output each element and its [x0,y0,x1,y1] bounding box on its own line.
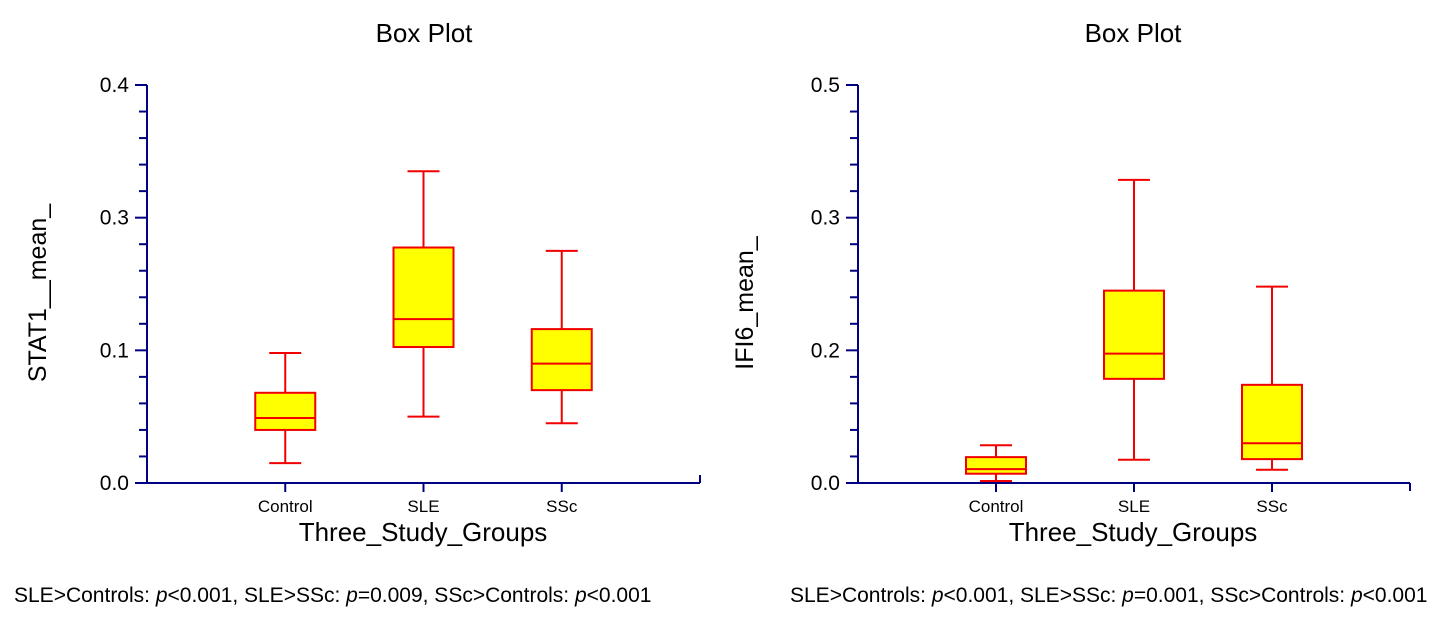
y-tick-label: 0.3 [811,207,840,230]
box-ssc [530,249,593,425]
stat-annotation-right: SLE>Controls: p<0.001, SLE>SSc: p=0.001,… [790,584,1427,608]
annotation-text: =0.009, SSc>Controls: [357,584,575,607]
box-control [254,351,317,465]
boxplot-ifi6: Box Plot IFI6_mean_ 0.0 0.2 0.3 0.5 Control SLE… [731,18,1411,547]
box-sle [392,170,455,418]
chart-title: Box Plot [1085,18,1183,48]
p-value-symbol: p [346,584,358,607]
y-tick-label: 0.5 [811,74,840,97]
y-tick-label: 0.0 [811,472,840,495]
iqr-box [1241,383,1303,461]
p-value-symbol: p [931,584,944,607]
annotation-text: <0.001 [586,584,652,607]
x-category-label: SSc [1256,497,1288,516]
p-value-symbol: p [1350,584,1363,607]
annotation-text: SLE>Controls: [14,584,156,607]
stat-annotation-left: SLE>Controls: p<0.001, SLE>SSc: p=0.009,… [14,584,651,608]
iqr-box [1103,289,1165,380]
y-tick-label: 0.4 [100,74,130,97]
annotation-text: =0.001, SSc>Controls: [1133,584,1351,607]
annotation-text: <0.001 [1362,584,1428,607]
x-category-label: SLE [407,497,439,516]
box-sle [1103,178,1165,461]
iqr-box [965,456,1027,475]
boxplot-stat1: Box Plot STAT1__mean_ 0.0 0.1 0.3 0.4 Control S… [24,18,701,547]
chart-title: Box Plot [376,18,474,48]
y-axis-label: IFI6_mean_ [731,235,759,370]
iqr-box [392,246,455,349]
box-control [965,444,1027,483]
x-category-label: SLE [1118,497,1150,516]
y-tick-label: 0.2 [811,339,840,362]
annotation-text: <0.001, SLE>SSc: [167,584,347,607]
p-value-symbol: p [155,584,168,607]
iqr-box [530,328,593,392]
x-category-label: SSc [546,497,578,516]
y-tick-label: 0.1 [100,339,129,362]
iqr-box [254,391,317,431]
x-category-label: Control [258,497,313,516]
x-category-label: Control [969,497,1024,516]
annotation-text: <0.001, SLE>SSc: [943,584,1123,607]
p-value-symbol: p [1122,584,1134,607]
y-axis-label: STAT1__mean_ [24,203,52,382]
box-ssc [1241,285,1303,471]
y-tick-label: 0.0 [100,472,129,495]
x-axis-label: Three_Study_Groups [299,517,548,547]
p-value-symbol: p [574,584,587,607]
x-axis-label: Three_Study_Groups [1009,517,1258,547]
annotation-text: SLE>Controls: [790,584,932,607]
y-tick-label: 0.3 [100,207,129,230]
